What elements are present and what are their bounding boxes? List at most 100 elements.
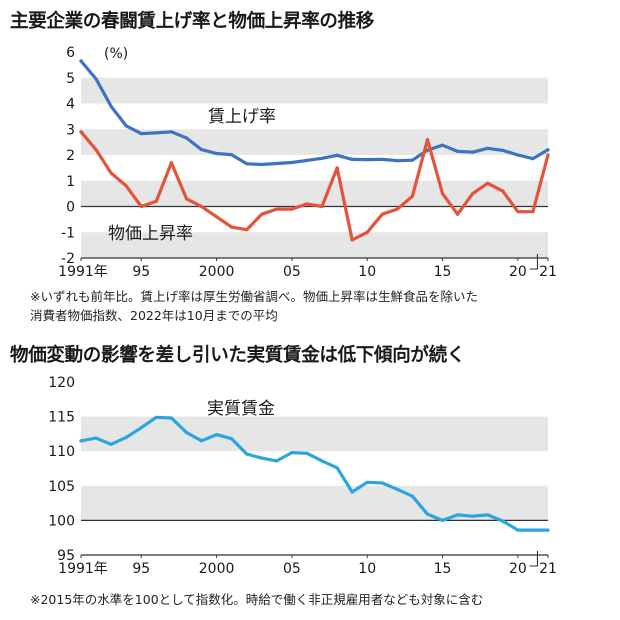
chart1-note-line-2: 消費者物価指数、2022年は10月までの平均 — [30, 308, 278, 323]
data-point-cpi-rate — [94, 148, 98, 152]
data-point-cpi-rate — [410, 194, 415, 198]
data-point-cpi-rate — [440, 192, 445, 196]
data-point-real-wage — [395, 487, 399, 491]
data-point-wage-rate — [245, 162, 249, 166]
x-tick-label-4: 10 — [358, 264, 376, 280]
y-tick-label-1: -1 — [61, 225, 75, 241]
data-point-real-wage — [320, 459, 324, 463]
data-point-real-wage — [456, 513, 460, 517]
data-point-real-wage — [109, 442, 113, 446]
data-point-cpi-rate — [380, 212, 384, 216]
x-tick-label-6: 20 — [509, 561, 527, 577]
data-point-real-wage — [516, 528, 520, 532]
y-tick-label-4: 2 — [66, 148, 75, 164]
data-point-cpi-rate — [260, 212, 264, 216]
x-tick-label-5: 15 — [434, 561, 452, 577]
data-point-real-wage — [199, 439, 204, 443]
data-point-wage-rate — [94, 77, 98, 81]
x-tick-label-5: 15 — [434, 264, 452, 280]
data-point-cpi-rate — [230, 225, 234, 229]
data-point-wage-rate — [139, 132, 143, 136]
grid-band-6 — [81, 77, 548, 104]
data-point-wage-rate — [290, 160, 294, 165]
data-point-cpi-rate — [109, 171, 113, 175]
data-point-wage-rate — [199, 147, 204, 152]
data-point-real-wage — [425, 512, 430, 516]
data-point-real-wage — [260, 456, 264, 460]
data-point-cpi-rate — [245, 228, 249, 232]
data-point-wage-rate — [124, 124, 128, 128]
data-point-real-wage — [139, 426, 143, 430]
data-point-real-wage — [184, 430, 189, 435]
data-point-cpi-rate — [124, 184, 128, 188]
data-point-cpi-rate — [395, 207, 399, 211]
data-point-cpi-rate — [290, 207, 294, 211]
series-label-cpi-rate: 物価上昇率 — [108, 224, 193, 244]
series-label-real-wage: 実質賃金 — [207, 399, 275, 419]
chart1-title: 主要企業の春闘賃上げ率と物価上昇率の推移 — [10, 11, 375, 32]
data-point-real-wage — [440, 518, 445, 523]
y-tick-label-4: 115 — [48, 410, 75, 426]
data-point-real-wage — [290, 450, 294, 455]
data-point-wage-rate — [275, 161, 279, 166]
x-axis-break-bracket — [529, 254, 539, 270]
data-point-cpi-rate — [320, 204, 324, 209]
series-line-cpi-rate — [79, 130, 550, 242]
data-point-real-wage — [169, 416, 173, 420]
chart2-title: 物価変動の影響を差し引いた実質賃金は低下傾向が続く — [10, 345, 466, 366]
data-point-cpi-rate — [425, 137, 430, 142]
x-tick-label-2: 2000 — [199, 264, 235, 280]
y-tick-label-6: 4 — [66, 97, 75, 113]
chart2-note-line-1: ※2015年の水準を100として指数化。時給で働く非正規雇用者なども対象に含む — [30, 592, 484, 607]
grid-band-0 — [81, 232, 548, 258]
chart2-note: ※2015年の水準を100として指数化。時給で働く非正規雇用者なども対象に含む — [30, 590, 483, 609]
data-point-wage-rate — [380, 157, 384, 161]
chart1-note: ※いずれも前年比。賃上げ率は厚生労働省調べ。物価上昇率は生鮮食品を除いた 消費者… — [30, 287, 478, 325]
data-point-wage-rate — [440, 143, 445, 147]
data-point-wage-rate — [425, 148, 430, 152]
y-tick-label-7: 5 — [66, 71, 75, 87]
data-point-cpi-rate — [154, 199, 158, 203]
data-point-real-wage — [305, 451, 309, 455]
y-tick-label-8: 6 — [66, 45, 75, 61]
data-point-wage-rate — [305, 158, 309, 163]
data-point-cpi-rate — [456, 212, 460, 216]
data-point-cpi-rate — [184, 197, 189, 201]
x-tick-label-1: 95 — [132, 264, 150, 280]
data-point-cpi-rate — [516, 210, 520, 214]
x-tick-label-7: 21 — [539, 264, 557, 280]
data-point-wage-rate — [335, 153, 339, 157]
data-point-real-wage — [124, 435, 128, 439]
x-tick-label-3: 05 — [283, 561, 301, 577]
data-point-wage-rate — [260, 162, 264, 167]
data-point-wage-rate — [410, 158, 415, 162]
data-point-cpi-rate — [169, 161, 173, 165]
y-tick-label-0: -2 — [61, 251, 75, 267]
data-point-wage-rate — [109, 104, 113, 108]
data-point-real-wage — [335, 466, 339, 470]
data-point-cpi-rate — [531, 210, 535, 214]
data-point-wage-rate — [456, 149, 460, 153]
data-point-real-wage — [350, 490, 354, 494]
y-tick-label-2: 0 — [66, 200, 75, 216]
data-point-wage-rate — [546, 148, 550, 152]
data-point-cpi-rate — [199, 204, 204, 209]
data-point-real-wage — [154, 415, 158, 419]
y-tick-label-5: 120 — [48, 375, 75, 391]
data-point-cpi-rate — [305, 202, 309, 206]
data-point-real-wage — [245, 452, 249, 456]
data-point-wage-rate — [320, 156, 324, 160]
data-point-real-wage — [546, 528, 550, 532]
x-tick-label-0: 1991年 — [58, 264, 108, 280]
data-point-cpi-rate — [365, 230, 369, 234]
data-point-real-wage — [410, 494, 415, 498]
data-point-real-wage — [230, 437, 234, 441]
y-tick-label-1: 100 — [48, 513, 75, 529]
chart1-wage-cpi: -2 -1 0 1 2 3 4 5 6 1991年 95 2000 05 10 15 20 21 (%) 賃上げ率物… — [58, 45, 557, 280]
data-point-wage-rate — [350, 157, 354, 161]
data-point-wage-rate — [365, 158, 369, 162]
y-tick-label-3: 1 — [66, 174, 75, 190]
x-axis-break-bracket — [529, 551, 539, 567]
data-point-real-wage — [380, 481, 384, 485]
